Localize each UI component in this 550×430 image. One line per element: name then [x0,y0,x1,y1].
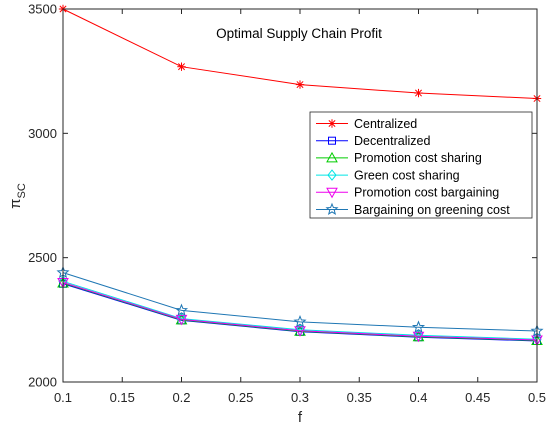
y-tick-label: 2000 [28,375,57,390]
legend-item: Promotion cost sharing [316,151,482,165]
data-point [293,314,307,328]
x-tick-label: 0.5 [528,390,546,405]
x-tick-label: 0.2 [172,390,190,405]
y-axis-label: πSC [7,183,28,209]
data-point [411,320,426,333]
x-tick-label: 0.45 [465,390,490,405]
legend-label: Promotion cost bargaining [354,186,499,200]
data-point [412,331,425,343]
legend-marker [325,202,339,216]
series-line [62,280,538,340]
x-tick-label: 0.1 [54,390,72,405]
legend-marker [326,187,338,199]
chart-title: Optimal Supply Chain Profit [216,26,382,41]
legend-item: Decentralized [316,134,430,148]
legend-marker [326,151,338,163]
series-layer [56,4,544,347]
legend-label: Promotion cost sharing [354,151,482,165]
x-tick-label: 0.15 [110,390,135,405]
data-point [175,314,188,326]
y-tick-label: 3500 [28,2,57,17]
x-tick-label: 0.35 [347,390,372,405]
x-tick-label: 0.25 [228,390,253,405]
series-star [56,265,544,337]
data-point [174,303,189,316]
y-axis-label-main: π [7,198,24,208]
data-point [295,80,305,89]
data-point [414,88,423,98]
series-line [62,272,538,332]
data-point [177,62,186,71]
y-tick-label: 3000 [28,126,57,141]
legend: Centralized Decentralized Promotion cost s… [309,111,533,219]
legend-label: Bargaining on greening cost [354,203,510,217]
x-axis-label: f [298,409,303,426]
legend-label: Centralized [354,117,417,131]
legend-item: Bargaining on greening cost [316,202,510,217]
x-tick-label: 0.3 [291,390,309,405]
data-point [294,326,306,337]
x-tick-label: 0.4 [409,390,427,405]
series-line [62,282,538,341]
axis-layer: 0.1 0.15 0.2 0.25 0.3 0.35 0.4 0.45 0.5 2000 2500 3… [28,2,546,406]
legend-item: Centralized [316,117,417,131]
legend-label: Decentralized [354,134,430,148]
legend-label: Green cost sharing [354,168,460,182]
series-asterisk [58,4,542,103]
legend-marker [328,136,336,145]
legend-box [309,111,533,219]
legend-item: Green cost sharing [316,168,460,182]
legend-item: Promotion cost bargaining [316,186,499,200]
y-tick-label: 2500 [28,250,57,265]
legend-marker [327,169,337,181]
y-axis-label-sub: SC [16,183,28,198]
legend-marker [327,119,337,128]
svg-text:πSC: πSC [7,183,28,209]
